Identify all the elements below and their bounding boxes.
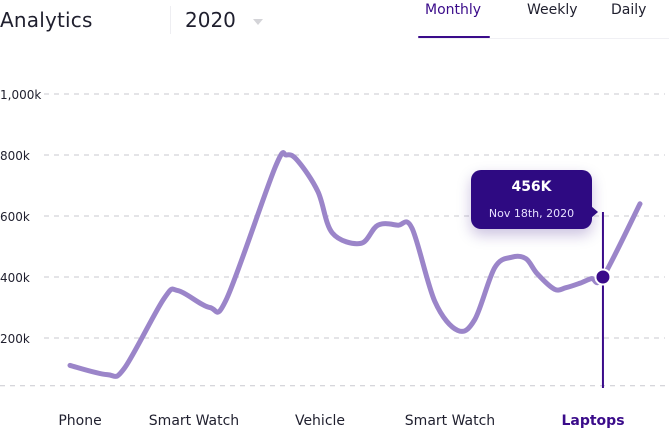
page-title: Analytics: [0, 8, 93, 32]
tab-monthly[interactable]: Monthly: [425, 2, 482, 18]
highlight-point: [594, 268, 612, 286]
highlight-layer: [594, 212, 612, 388]
divider: [170, 6, 171, 34]
x-tick-label: Phone: [58, 413, 101, 429]
y-tick-label: 200k: [0, 332, 30, 346]
tab-weekly[interactable]: Weekly: [527, 2, 578, 18]
y-tick-label: 1,000k: [0, 88, 41, 102]
y-tick-label: 800k: [0, 149, 30, 163]
active-tab-indicator: [418, 36, 490, 38]
series-line: [67, 150, 643, 379]
x-tick-label: Smart Watch: [405, 413, 495, 429]
tabs-baseline: [418, 38, 669, 39]
tab-daily[interactable]: Daily: [611, 2, 647, 18]
x-tick-label: Smart Watch: [149, 413, 239, 429]
tooltip-date: Nov 18th, 2020: [488, 207, 575, 220]
year-value: 2020: [185, 8, 236, 32]
y-tick-label: 400k: [0, 271, 30, 285]
y-axis-ticks: 200k 400k 600k 800k 1,000k: [0, 88, 41, 346]
grid-lines: [0, 93, 665, 387]
tooltip-value: 456K: [511, 179, 552, 195]
chevron-down-icon[interactable]: [252, 12, 264, 31]
x-tick-label: Vehicle: [295, 413, 345, 429]
x-tick-label: Laptops: [561, 413, 624, 429]
x-axis-ticks: Phone Smart Watch Vehicle Smart Watch Laptop…: [58, 413, 624, 429]
y-tick-label: 600k: [0, 210, 30, 224]
series-layer: [67, 150, 643, 379]
year-dropdown[interactable]: 2020: [170, 0, 280, 40]
period-tabs: Monthly Weekly Daily: [418, 0, 669, 40]
data-tooltip: 456K Nov 18th, 2020: [471, 170, 598, 229]
tooltip-pointer: [591, 206, 598, 218]
